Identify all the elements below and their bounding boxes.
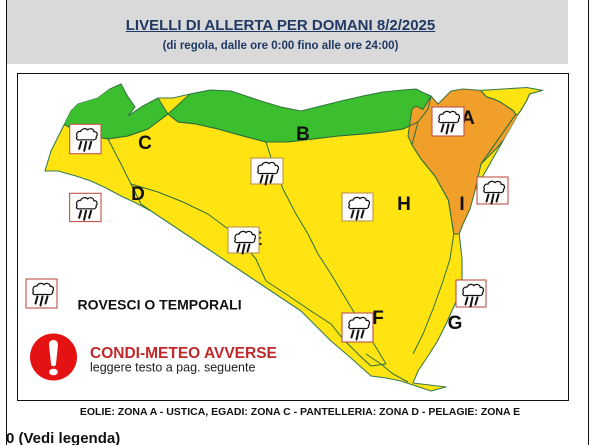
svg-text:ROVESCI O TEMPORALI: ROVESCI O TEMPORALI bbox=[78, 297, 242, 313]
svg-text:CONDI-METEO AVVERSE: CONDI-METEO AVVERSE bbox=[90, 345, 277, 362]
svg-text:F: F bbox=[372, 308, 384, 329]
svg-text:G: G bbox=[448, 313, 463, 334]
svg-text:D: D bbox=[131, 184, 145, 205]
svg-text:I: I bbox=[459, 194, 464, 215]
svg-text:leggere testo a pag. seguente: leggere testo a pag. seguente bbox=[90, 361, 255, 375]
svg-text:C: C bbox=[138, 133, 152, 154]
svg-text:H: H bbox=[397, 194, 411, 215]
svg-text:B: B bbox=[296, 124, 310, 145]
